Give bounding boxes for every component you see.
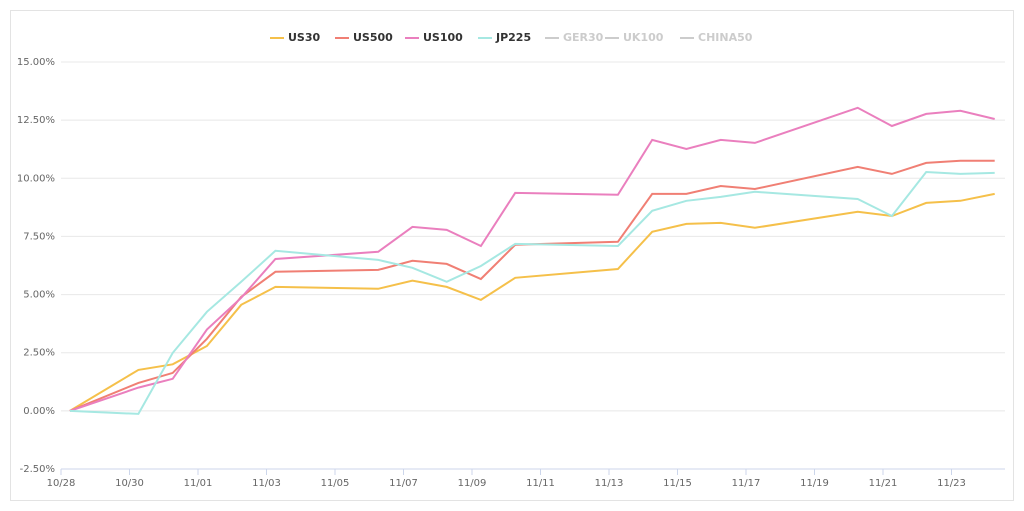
y-tick-label: 0.00% bbox=[23, 406, 55, 417]
x-tick-label: 11/09 bbox=[458, 478, 487, 489]
legend-label[interactable]: GER30 bbox=[563, 31, 604, 44]
x-tick-label: 11/23 bbox=[937, 478, 966, 489]
legend-label[interactable]: JP225 bbox=[495, 31, 531, 44]
y-tick-label: 15.00% bbox=[17, 57, 55, 68]
x-tick-label: 11/17 bbox=[732, 478, 761, 489]
x-tick-label: 11/03 bbox=[252, 478, 281, 489]
legend-label[interactable]: US500 bbox=[353, 31, 393, 44]
series-line bbox=[69, 170, 995, 415]
x-tick-label: 10/30 bbox=[115, 478, 144, 489]
x-tick-label: 11/05 bbox=[321, 478, 350, 489]
y-tick-label: 10.00% bbox=[17, 173, 55, 184]
y-tick-label: 2.50% bbox=[23, 348, 55, 359]
x-tick-label: 11/07 bbox=[389, 478, 418, 489]
x-tick-label: 11/19 bbox=[800, 478, 829, 489]
y-tick-label: 7.50% bbox=[23, 231, 55, 242]
legend-label[interactable]: US30 bbox=[288, 31, 321, 44]
x-tick-label: 11/13 bbox=[595, 478, 624, 489]
series-line bbox=[69, 106, 995, 412]
x-tick-label: 11/11 bbox=[526, 478, 555, 489]
y-tick-label: 5.00% bbox=[23, 290, 55, 301]
series-line bbox=[69, 192, 995, 412]
y-tick-label: -2.50% bbox=[20, 464, 55, 475]
legend-label[interactable]: UK100 bbox=[623, 31, 664, 44]
legend-label[interactable]: US100 bbox=[423, 31, 463, 44]
chart-frame bbox=[10, 10, 1014, 501]
y-tick-label: 12.50% bbox=[17, 115, 55, 126]
x-tick-label: 11/21 bbox=[869, 478, 898, 489]
legend-label[interactable]: CHINA50 bbox=[698, 31, 753, 44]
x-tick-label: 10/28 bbox=[47, 478, 76, 489]
x-tick-label: 11/15 bbox=[663, 478, 692, 489]
x-tick-label: 11/01 bbox=[184, 478, 213, 489]
